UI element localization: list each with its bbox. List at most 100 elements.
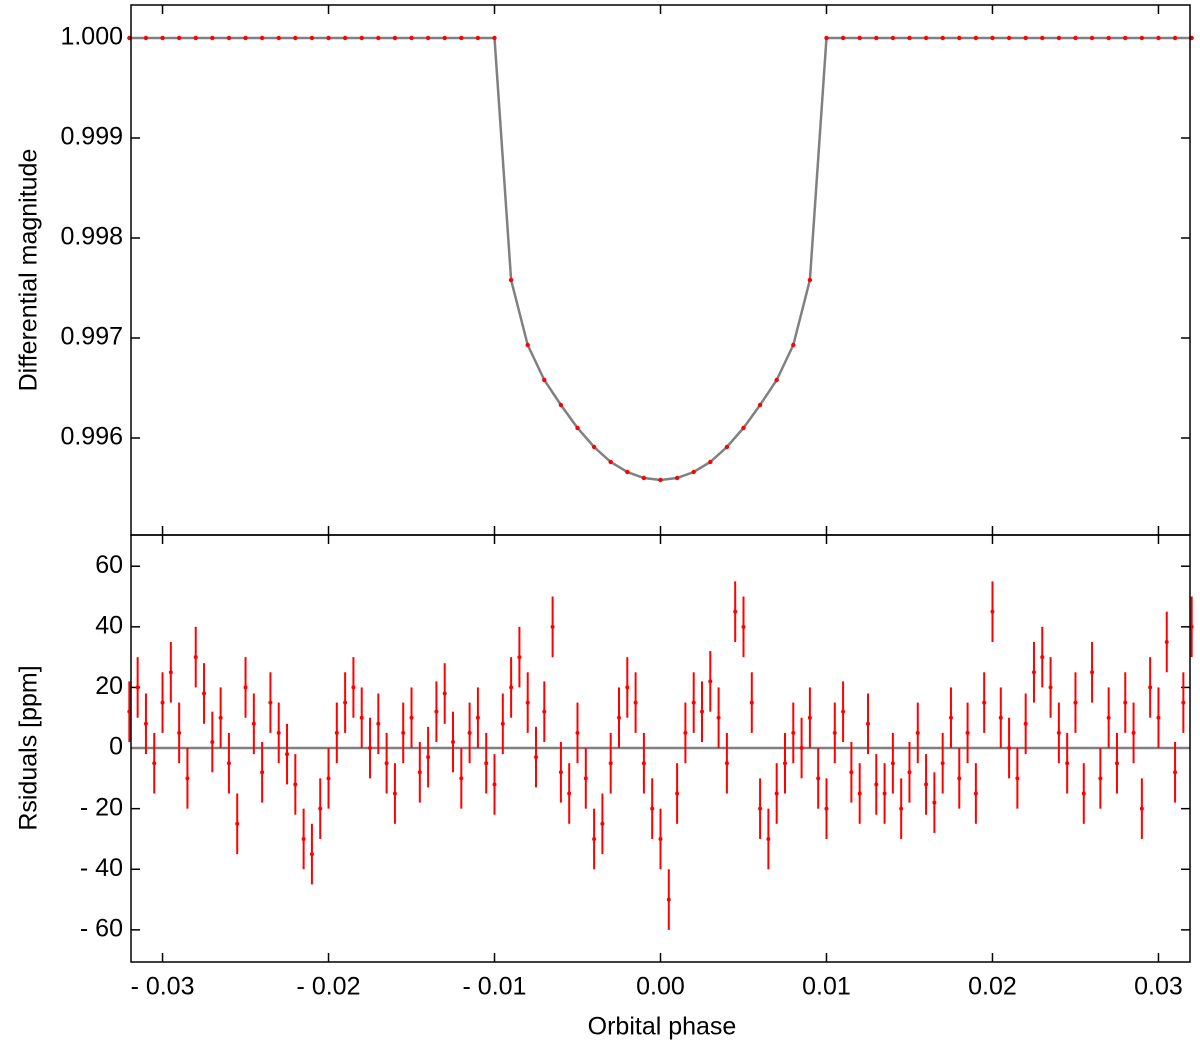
x-tick-label: 0.03 xyxy=(1134,973,1183,1001)
data-point xyxy=(334,730,339,735)
data-point xyxy=(442,35,447,41)
data-point xyxy=(359,715,364,720)
data-point xyxy=(625,469,630,475)
data-point xyxy=(1040,655,1045,660)
data-point xyxy=(608,761,613,766)
data-point xyxy=(1139,806,1144,811)
data-point xyxy=(1006,35,1012,41)
data-point xyxy=(276,35,281,41)
data-point xyxy=(202,691,207,696)
data-point xyxy=(1056,35,1062,41)
data-point xyxy=(865,721,870,726)
data-point xyxy=(990,35,995,41)
data-point xyxy=(874,782,879,787)
data-point xyxy=(957,776,962,781)
data-point xyxy=(1040,35,1045,41)
data-point xyxy=(442,691,447,696)
data-point xyxy=(824,35,829,41)
data-point xyxy=(782,761,787,766)
y-tick-label: - 60 xyxy=(80,914,123,942)
data-point xyxy=(525,342,530,348)
data-point xyxy=(857,35,862,41)
data-point xyxy=(857,791,862,796)
data-point xyxy=(243,685,248,690)
data-point xyxy=(309,852,314,857)
data-point xyxy=(907,35,912,41)
data-point xyxy=(359,35,364,41)
data-point xyxy=(243,35,248,41)
data-point xyxy=(691,469,696,475)
data-point xyxy=(1056,730,1061,735)
data-point xyxy=(326,35,331,41)
data-point xyxy=(741,425,746,431)
data-point xyxy=(376,35,381,41)
y-tick-label: 20 xyxy=(95,672,123,700)
data-point xyxy=(426,755,431,760)
data-point xyxy=(973,791,978,796)
data-point xyxy=(218,715,223,720)
data-point xyxy=(1123,35,1128,41)
data-point xyxy=(342,35,348,41)
data-point xyxy=(658,477,663,483)
data-point xyxy=(882,791,887,796)
data-point xyxy=(409,35,414,41)
data-point xyxy=(932,800,937,805)
data-point xyxy=(708,459,713,465)
y-tick-label: 0.997 xyxy=(60,323,123,351)
data-point xyxy=(1148,685,1153,690)
data-point xyxy=(592,836,597,841)
data-point xyxy=(741,624,746,629)
data-point xyxy=(392,791,397,796)
data-point xyxy=(1139,35,1145,41)
data-point xyxy=(591,444,597,450)
data-point xyxy=(874,35,879,41)
data-point xyxy=(160,700,165,705)
x-tick-label: 0.02 xyxy=(968,973,1017,1001)
data-point xyxy=(185,776,190,781)
data-point xyxy=(459,35,464,41)
data-point xyxy=(982,700,987,705)
data-point xyxy=(152,761,157,766)
data-point xyxy=(1015,776,1020,781)
y-tick-label: - 20 xyxy=(80,793,123,821)
data-point xyxy=(724,444,730,450)
data-point xyxy=(509,685,514,690)
data-point xyxy=(708,679,713,684)
data-point xyxy=(1181,700,1186,705)
data-point xyxy=(1007,746,1012,751)
data-point xyxy=(724,761,729,766)
data-point xyxy=(301,836,306,841)
data-point xyxy=(1156,715,1161,720)
data-point xyxy=(1172,35,1178,41)
x-tick-label: - 0.01 xyxy=(463,973,527,1001)
data-point xyxy=(749,700,754,705)
data-point xyxy=(691,700,696,705)
data-point xyxy=(475,715,480,720)
y-tick-label: 60 xyxy=(95,551,123,579)
data-point xyxy=(177,730,182,735)
data-point xyxy=(193,35,198,41)
data-point xyxy=(650,806,655,811)
data-point xyxy=(567,791,572,796)
data-point xyxy=(1065,761,1070,766)
y-tick-label: - 40 xyxy=(80,854,123,882)
data-point xyxy=(508,277,514,283)
data-point xyxy=(575,425,580,431)
y-tick-label: 0.999 xyxy=(60,123,123,151)
data-point xyxy=(409,715,414,720)
data-point xyxy=(633,700,638,705)
data-point xyxy=(226,35,232,41)
data-point xyxy=(500,721,505,726)
data-point xyxy=(326,776,331,781)
data-point xyxy=(807,277,813,283)
data-point xyxy=(666,897,671,902)
y-tick-label: 0.996 xyxy=(60,423,123,451)
data-point xyxy=(841,709,846,714)
data-point xyxy=(1131,730,1136,735)
data-point xyxy=(475,35,481,41)
data-point xyxy=(550,624,555,629)
data-point xyxy=(1023,35,1028,41)
data-point xyxy=(259,35,265,41)
data-point xyxy=(658,836,663,841)
data-point xyxy=(226,761,231,766)
